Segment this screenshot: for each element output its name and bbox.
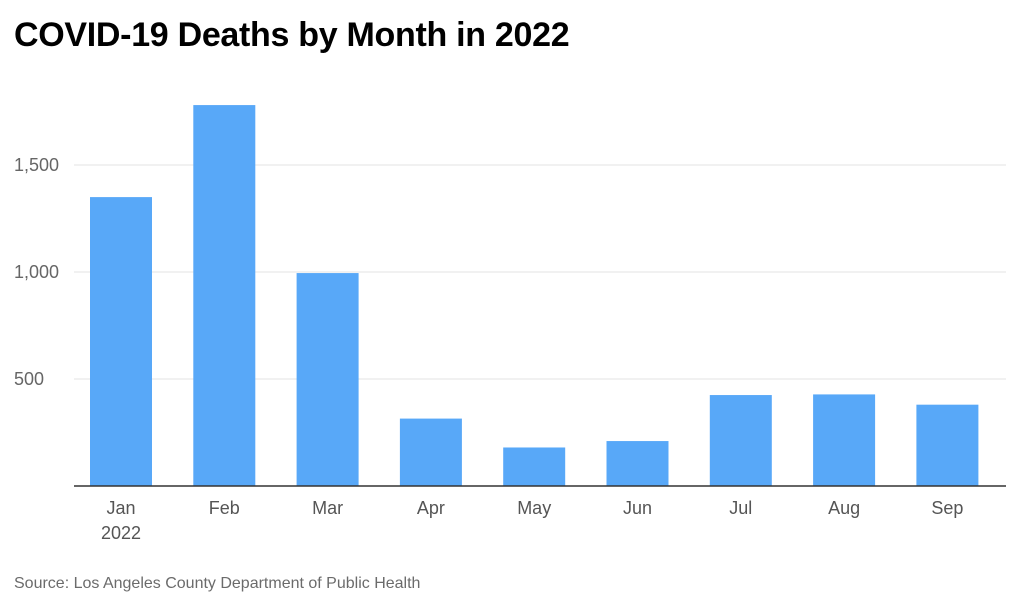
bars [90,105,979,486]
bar-sep [916,404,979,486]
x-tick-label-aug: Aug [828,498,860,518]
y-axis-tick-labels: 500 1,000 1,500 [14,155,59,389]
x-tick-label-jul: Jul [729,498,752,518]
x-tick-label-may: May [517,498,551,518]
x-axis-tick-labels: Jan 2022 Feb Mar Apr May Jun Jul Aug Sep [101,498,963,543]
chart-title: COVID-19 Deaths by Month in 2022 [14,16,570,54]
bar-mar [296,273,359,486]
bar-feb [193,105,256,486]
x-tick-label-feb: Feb [209,498,240,518]
bar-apr [399,418,462,486]
bar-jun [606,441,669,486]
x-tick-label-jan: Jan [106,498,135,518]
x-tick-sublabel-jan: 2022 [101,523,141,543]
bar-aug [813,394,876,486]
bar-may [503,447,566,486]
source-note: Source: Los Angeles County Department of… [14,575,421,592]
x-tick-label-jun: Jun [623,498,652,518]
bar-jul [709,395,772,486]
y-tick-label: 1,500 [14,155,59,175]
bar-jan [90,197,152,486]
y-tick-label: 1,000 [14,262,59,282]
x-tick-label-apr: Apr [417,498,445,518]
x-tick-label-mar: Mar [312,498,343,518]
y-tick-label: 500 [14,369,44,389]
x-tick-label-sep: Sep [931,498,963,518]
